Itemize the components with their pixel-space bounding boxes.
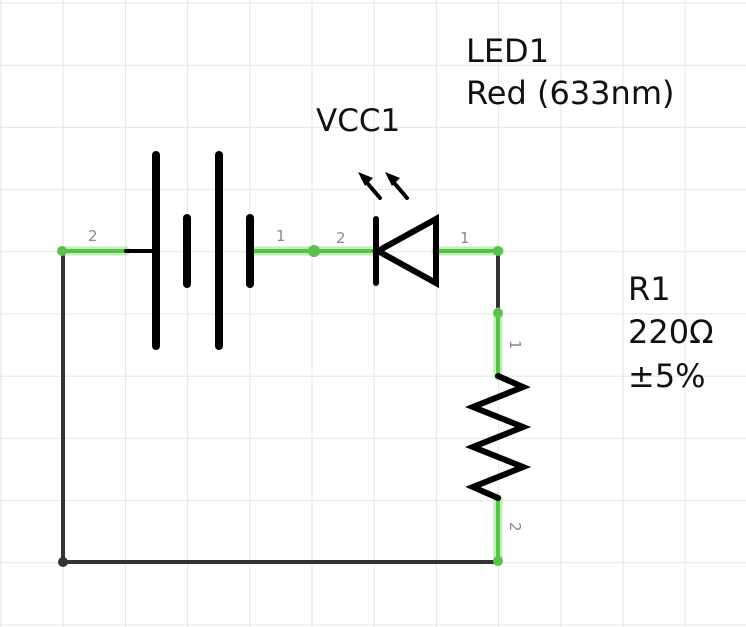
resistor-symbol[interactable] xyxy=(464,373,532,501)
resistor-pin-bottom-label: 2 xyxy=(506,522,524,532)
led-symbol[interactable] xyxy=(358,172,439,289)
endpoint-battery-led-junction[interactable] xyxy=(308,245,320,257)
connected-segments xyxy=(57,245,505,567)
resistor-ref-label: R1 xyxy=(628,270,671,308)
battery-pin-right-label: 1 xyxy=(276,227,286,245)
junction-bottom-left xyxy=(58,557,68,567)
pin-labels: 2 1 2 1 1 2 xyxy=(88,227,524,532)
led-emission-arrows xyxy=(358,172,409,200)
resistor-tolerance-label: ±5% xyxy=(628,357,706,395)
resistor-zigzag xyxy=(464,373,532,501)
battery-ref-label: VCC1 xyxy=(316,103,400,139)
endpoint-led-pin-1[interactable] xyxy=(493,246,503,256)
led-triangle xyxy=(371,213,439,289)
battery-symbol[interactable] xyxy=(124,151,254,350)
led-value-label: Red (633nm) xyxy=(466,74,674,112)
resistor-value-label: 220Ω xyxy=(628,313,714,351)
battery-pin-left-label: 2 xyxy=(88,227,98,245)
led-ref-label: LED1 xyxy=(466,32,549,70)
resistor-pin-top-label: 1 xyxy=(506,340,524,350)
endpoint-resistor-pin-1[interactable] xyxy=(493,308,503,318)
component-labels: VCC1 LED1 Red (633nm) R1 220Ω ±5% xyxy=(316,32,714,395)
led-pin-left-label: 2 xyxy=(336,229,346,247)
wires xyxy=(58,250,500,567)
endpoint-resistor-pin-2[interactable] xyxy=(493,556,503,566)
led-pin-right-label: 1 xyxy=(460,229,470,247)
endpoint-battery-pin-2[interactable] xyxy=(57,246,67,256)
